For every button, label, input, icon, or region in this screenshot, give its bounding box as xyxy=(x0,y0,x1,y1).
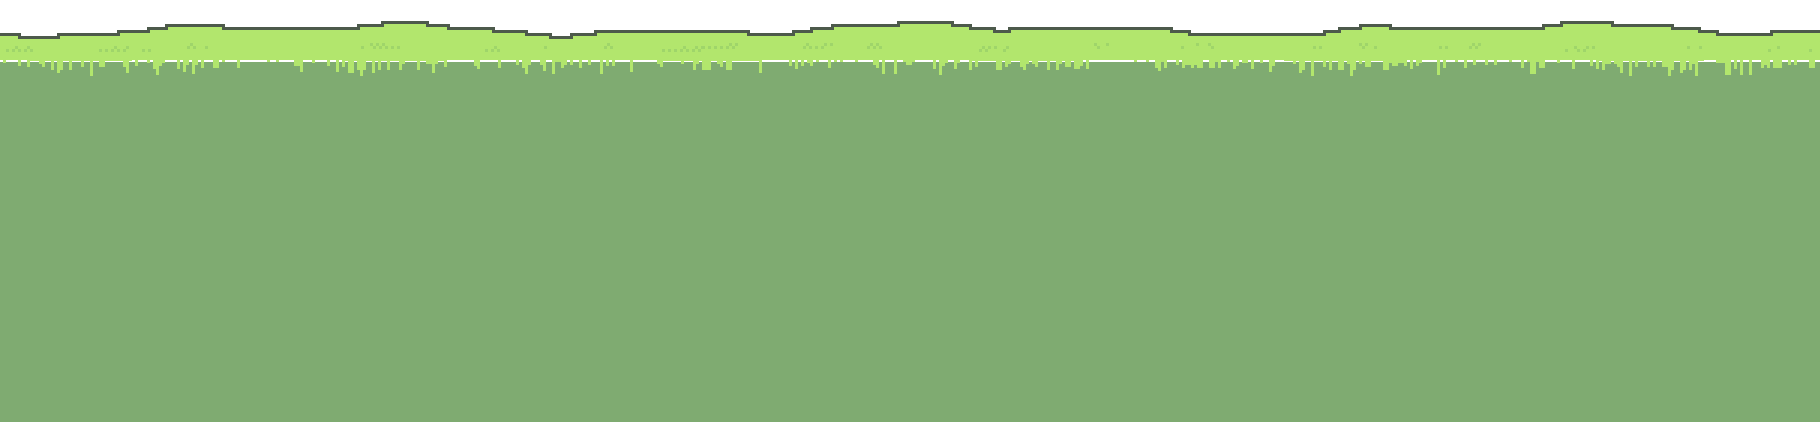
grass-specks xyxy=(6,43,1812,52)
soil-layer xyxy=(0,62,1820,422)
grass-fringe xyxy=(0,51,1820,76)
soil-body xyxy=(0,62,1820,422)
grass-outline xyxy=(0,21,1820,39)
